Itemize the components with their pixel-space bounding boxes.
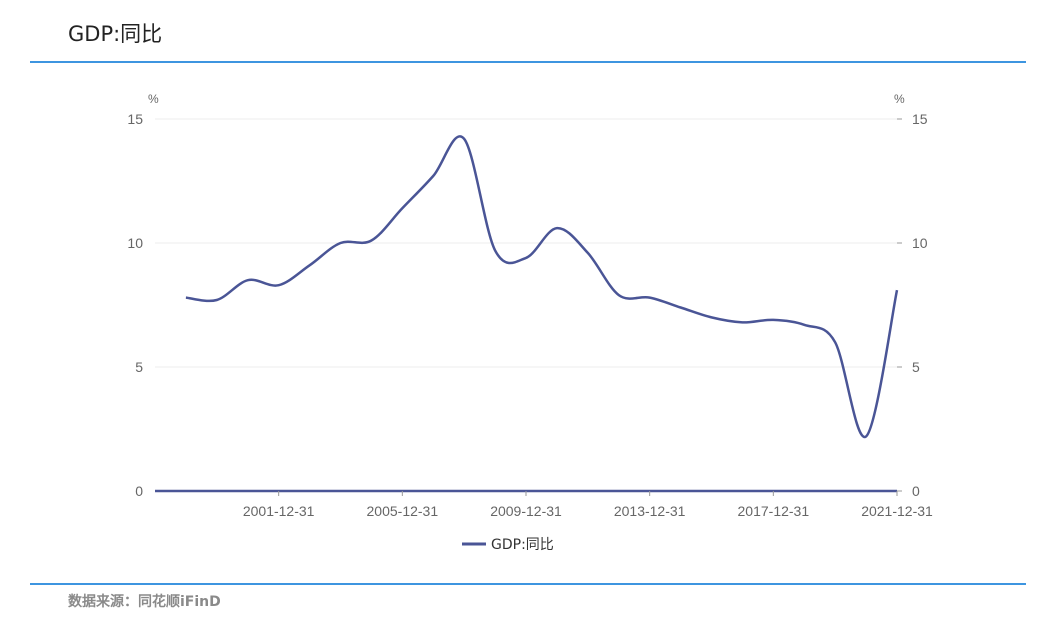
- y-tick-left-1: 5: [135, 359, 143, 375]
- y-tick-right-2: 10: [912, 235, 928, 251]
- data-point-4[interactable]: [304, 259, 316, 271]
- data-point-8[interactable]: [427, 170, 439, 182]
- data-point-12[interactable]: [551, 222, 563, 234]
- x-tick-1: 2005-12-31: [367, 503, 439, 519]
- data-point-9[interactable]: [458, 133, 470, 145]
- data-point-15[interactable]: [644, 292, 656, 304]
- y-unit-left: %: [148, 92, 159, 106]
- data-point-18[interactable]: [736, 316, 748, 328]
- legend[interactable]: GDP:同比: [462, 537, 554, 553]
- axes: % % 0 0 5 5 10 10 15 15 2001-12-31 2005-12-31 2009-1…: [127, 92, 933, 519]
- data-point-7[interactable]: [396, 202, 408, 214]
- grid-lines: [155, 118, 897, 368]
- line-chart: % % 0 0 5 5 10 10 15 15 2001-12-31 2005-12-31 2009-1…: [127, 92, 933, 553]
- x-tick-2: 2009-12-31: [490, 503, 562, 519]
- page-title: GDP:同比: [68, 22, 163, 46]
- data-point-21[interactable]: [829, 336, 841, 348]
- data-point-16[interactable]: [675, 301, 687, 313]
- data-point-0[interactable]: [180, 292, 192, 304]
- legend-label[interactable]: GDP:同比: [491, 537, 554, 553]
- data-point-5[interactable]: [334, 237, 346, 249]
- data-point-11[interactable]: [520, 252, 532, 264]
- data-point-19[interactable]: [767, 314, 779, 326]
- y-tick-left-2: 10: [127, 235, 143, 251]
- series-line-0: [185, 135, 899, 438]
- data-point-1[interactable]: [211, 294, 223, 306]
- header-divider: [30, 61, 1026, 63]
- y-tick-left-3: 15: [127, 111, 143, 127]
- series-layer: [180, 133, 903, 442]
- x-tick-4: 2017-12-31: [738, 503, 810, 519]
- y-tick-right-3: 15: [912, 111, 928, 127]
- data-point-2[interactable]: [242, 274, 254, 286]
- data-point-6[interactable]: [365, 235, 377, 247]
- y-tick-right-1: 5: [912, 359, 920, 375]
- footer-divider: [30, 583, 1026, 585]
- data-source: 数据来源：同花顺iFinD: [68, 594, 221, 610]
- x-tick-3: 2013-12-31: [614, 503, 686, 519]
- data-point-10[interactable]: [489, 244, 501, 256]
- data-point-13[interactable]: [582, 247, 594, 259]
- data-point-20[interactable]: [798, 319, 810, 331]
- data-point-3[interactable]: [273, 279, 285, 291]
- data-point-22[interactable]: [860, 430, 872, 442]
- y-tick-right-0: 0: [912, 483, 920, 499]
- x-tick-0: 2001-12-31: [243, 503, 315, 519]
- x-tick-5: 2021-12-31: [861, 503, 933, 519]
- data-point-23[interactable]: [891, 284, 903, 296]
- data-point-14[interactable]: [613, 289, 625, 301]
- y-unit-right: %: [894, 92, 905, 106]
- data-point-17[interactable]: [705, 311, 717, 323]
- y-tick-left-0: 0: [135, 483, 143, 499]
